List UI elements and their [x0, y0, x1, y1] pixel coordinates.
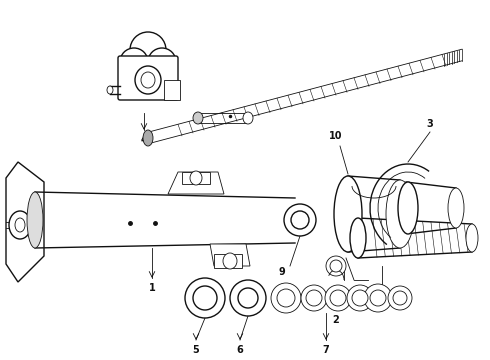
Text: 1: 1 — [148, 283, 155, 293]
Text: 5: 5 — [193, 345, 199, 355]
Circle shape — [306, 290, 322, 306]
Text: 6: 6 — [237, 345, 244, 355]
Circle shape — [330, 260, 342, 272]
Polygon shape — [168, 172, 224, 194]
Circle shape — [364, 284, 392, 312]
Ellipse shape — [193, 112, 203, 124]
FancyBboxPatch shape — [118, 56, 178, 100]
Text: 3: 3 — [427, 119, 433, 129]
Text: 10: 10 — [329, 131, 343, 141]
Circle shape — [284, 204, 316, 236]
Circle shape — [330, 290, 346, 306]
Circle shape — [185, 278, 225, 318]
FancyBboxPatch shape — [214, 254, 242, 268]
Circle shape — [370, 290, 386, 306]
Circle shape — [193, 286, 217, 310]
Text: 9: 9 — [279, 267, 285, 277]
Circle shape — [230, 280, 266, 316]
Circle shape — [347, 285, 373, 311]
Text: 2: 2 — [333, 315, 340, 325]
Circle shape — [238, 288, 258, 308]
Circle shape — [388, 286, 412, 310]
Circle shape — [325, 285, 351, 311]
Ellipse shape — [243, 112, 253, 124]
Polygon shape — [210, 244, 250, 266]
Ellipse shape — [466, 224, 478, 252]
Ellipse shape — [350, 218, 366, 258]
Circle shape — [148, 48, 176, 76]
Ellipse shape — [398, 182, 418, 234]
Ellipse shape — [27, 192, 43, 248]
Ellipse shape — [334, 176, 362, 252]
Ellipse shape — [15, 218, 25, 232]
Circle shape — [130, 32, 166, 68]
Circle shape — [291, 211, 309, 229]
Circle shape — [326, 256, 346, 276]
Circle shape — [352, 290, 368, 306]
Ellipse shape — [448, 188, 464, 228]
FancyBboxPatch shape — [182, 172, 210, 184]
Circle shape — [120, 48, 148, 76]
Ellipse shape — [9, 211, 31, 239]
Ellipse shape — [386, 180, 414, 248]
Circle shape — [271, 283, 301, 313]
Ellipse shape — [143, 130, 153, 146]
Polygon shape — [6, 162, 44, 282]
Ellipse shape — [107, 86, 113, 94]
FancyBboxPatch shape — [164, 80, 180, 100]
Text: 8: 8 — [379, 301, 386, 311]
Ellipse shape — [190, 171, 202, 185]
Ellipse shape — [223, 253, 237, 269]
Ellipse shape — [141, 72, 155, 88]
Circle shape — [301, 285, 327, 311]
Ellipse shape — [135, 66, 161, 94]
Text: 7: 7 — [322, 345, 329, 355]
Text: 4: 4 — [141, 135, 147, 145]
Circle shape — [277, 289, 295, 307]
Circle shape — [393, 291, 407, 305]
